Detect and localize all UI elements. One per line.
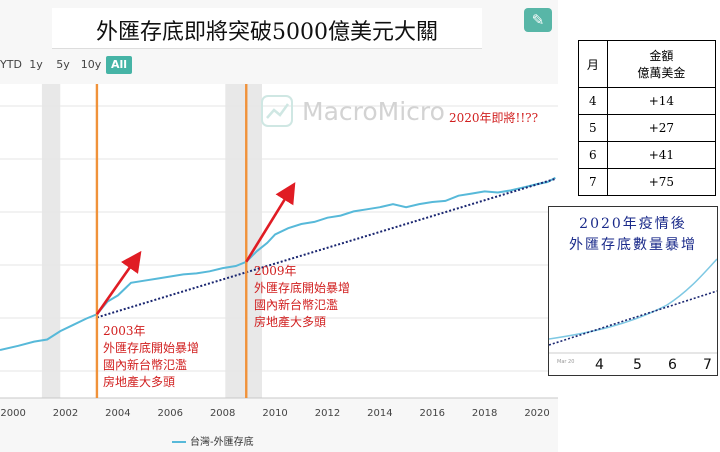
table-row: 6 +41	[578, 141, 717, 169]
x-tick-label: 2016	[420, 408, 445, 419]
x-tick-label: 2000	[0, 408, 25, 419]
inset-tick-label: 6	[668, 357, 677, 373]
inset-svg: Mar 20	[549, 258, 717, 365]
x-tick-label: 2004	[105, 408, 130, 419]
chart-panel: 2000 2002 2004 2006 2008 2010 2012 2014 2016 2018…	[0, 8, 558, 448]
table-cell: 5	[578, 114, 608, 142]
x-tick-label: 2006	[158, 408, 183, 419]
inset-tick-label: 7	[703, 357, 712, 373]
inset-trend-line	[549, 290, 717, 346]
table-cell: 7	[578, 168, 608, 196]
annotation-2009: 2009年	[254, 264, 297, 278]
x-tick-label: 2012	[315, 408, 340, 419]
red-arrow	[95, 250, 142, 316]
annotation-2003: 2003年	[103, 324, 146, 338]
annotation-2009: 房地產大多頭	[254, 314, 326, 329]
inset-tick-label: 4	[595, 357, 604, 373]
legend-swatch	[172, 441, 186, 443]
x-tick-label: 2010	[262, 408, 287, 419]
table-row: 7 +75	[578, 168, 717, 196]
inset-title-line2: 外匯存底數量暴增	[569, 237, 697, 253]
watermark-logo-icon	[261, 95, 293, 127]
chart-legend[interactable]: 台灣-外匯存底	[172, 433, 254, 448]
main-chart-svg: 2000 2002 2004 2006 2008 2010 2012 2014 2016 2018…	[0, 84, 558, 419]
table-cell: 4	[578, 87, 608, 115]
edit-button[interactable]: ✎	[524, 8, 552, 32]
annotation-2003: 外匯存底開始暴增	[103, 340, 199, 355]
x-tick-label: 2018	[472, 408, 497, 419]
legend-label: 台灣-外匯存底	[190, 437, 254, 448]
table-cell: 6	[578, 141, 608, 169]
range-ytd-button[interactable]: YTD	[0, 58, 22, 71]
red-arrow	[245, 182, 296, 263]
plot-background	[0, 84, 558, 398]
annotation-2009: 國內新台幣氾濫	[254, 297, 338, 312]
inset-small-label: Mar 20	[557, 359, 574, 365]
monthly-increase-table: 月 金額 億萬美金 4 +14 5 +27 6 +41 7 +75	[578, 40, 717, 196]
range-5y-button[interactable]: 5y	[56, 58, 70, 71]
x-tick-label: 2014	[367, 408, 392, 419]
watermark-text: MacroMicro	[302, 97, 445, 126]
chart-title-box: 外匯存底即將突破5000億美元大關	[52, 8, 482, 49]
chart-title: 外匯存底即將突破5000億美元大關	[96, 20, 438, 45]
table-cell: +41	[606, 141, 717, 169]
table-row: 5 +27	[578, 114, 717, 142]
annotation-2020: 2020年即將!!??	[449, 110, 538, 125]
range-all-button[interactable]: All	[106, 56, 132, 74]
table-cell: +27	[606, 114, 717, 142]
table-header-month: 月	[578, 40, 608, 88]
inset-series-line	[549, 258, 717, 340]
table-row: 4 +14	[578, 87, 717, 115]
pencil-icon: ✎	[531, 11, 545, 29]
inset-chart: 2020年疫情後 外匯存底數量暴增 Mar 20 4 5 6 7	[548, 206, 718, 376]
x-tick-label: 2002	[53, 408, 78, 419]
table-cell: +75	[606, 168, 717, 196]
annotation-2009: 外匯存底開始暴增	[254, 280, 350, 295]
table-cell: +14	[606, 87, 717, 115]
inset-title-line1: 2020年疫情後	[579, 216, 687, 232]
inset-tick-label: 5	[633, 357, 642, 373]
annotation-2003: 國內新台幣氾濫	[103, 357, 187, 372]
watermark-trend-icon	[266, 103, 290, 119]
x-tick-label: 2020	[524, 408, 549, 419]
range-1y-button[interactable]: 1y	[29, 58, 43, 71]
shaded-range	[225, 84, 262, 398]
x-tick-label: 2008	[210, 408, 235, 419]
annotation-2003: 房地產大多頭	[103, 374, 175, 389]
table-header-amount: 金額 億萬美金	[606, 40, 717, 88]
shaded-range	[41, 84, 61, 398]
range-10y-button[interactable]: 10y	[80, 58, 102, 71]
